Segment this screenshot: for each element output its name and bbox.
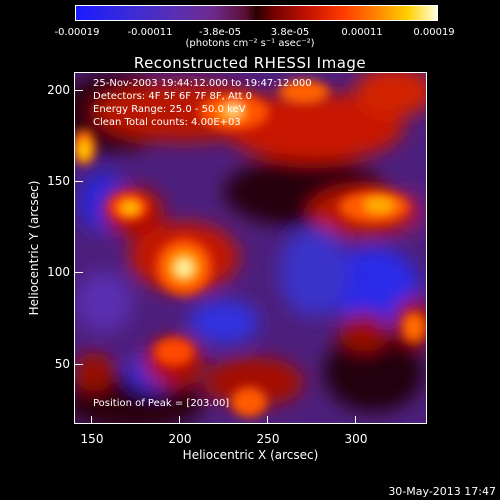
x-axis-label: Heliocentric X (arcsec) — [182, 448, 319, 462]
x-tick-mark — [267, 416, 268, 424]
x-tick-label: 200 — [168, 432, 192, 446]
colorbar — [75, 5, 438, 21]
y-axis-label: Heliocentric Y (arcsec) — [27, 180, 41, 316]
info-clean: Clean Total counts: 4.00E+03 — [93, 117, 241, 128]
rhessi-image — [74, 72, 427, 424]
info-detectors: Detectors: 4F 5F 6F 7F 8F, Att 0 — [93, 91, 253, 102]
info-energy: Energy Range: 25.0 - 50.0 keV — [93, 104, 246, 115]
y-tick-label: 200 — [47, 83, 70, 97]
x-tick-mark — [91, 416, 92, 424]
y-tick-mark — [75, 272, 83, 273]
y-tick-label: 150 — [47, 174, 70, 188]
colorbar-tick: 0.00019 — [413, 27, 455, 38]
x-tick-mark — [179, 416, 180, 424]
colorbar-tick: 0.00011 — [341, 27, 383, 38]
y-tick-mark — [75, 90, 83, 91]
info-time: 25-Nov-2003 19:44:12.000 to 19:47:12.000 — [93, 78, 312, 89]
y-tick-mark — [75, 364, 83, 365]
x-tick-label: 150 — [80, 432, 104, 446]
peak-position: Position of Peak = [203.00] — [93, 398, 230, 409]
colorbar-tick: -3.8e-05 — [199, 27, 241, 38]
x-tick-mark — [355, 416, 356, 424]
y-tick-mark — [75, 181, 83, 182]
timestamp: 30-May-2013 17:47 — [388, 485, 496, 498]
x-tick-label: 250 — [256, 432, 280, 446]
colorbar-units: (photons cm⁻² s⁻¹ asec⁻²) — [185, 38, 315, 49]
y-tick-label: 100 — [47, 265, 70, 279]
colorbar-tick: -0.00011 — [127, 27, 173, 38]
x-tick-label: 300 — [344, 432, 368, 446]
colorbar-tick: 3.8e-05 — [270, 27, 310, 38]
plot-title: Reconstructed RHESSI Image — [133, 54, 367, 72]
colorbar-tick: -0.00019 — [54, 27, 100, 38]
y-tick-label: 50 — [54, 357, 70, 371]
